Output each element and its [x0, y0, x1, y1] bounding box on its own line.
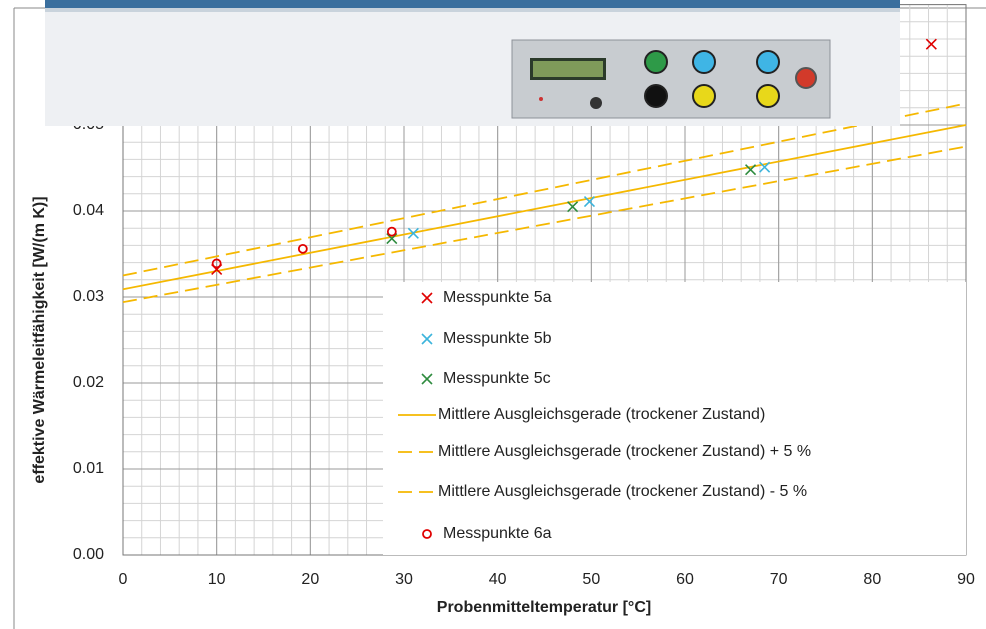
marker-circle [297, 243, 308, 254]
photo-edge [45, 8, 900, 12]
marker-x [759, 161, 771, 173]
x-tick-label: 50 [582, 571, 600, 588]
button [756, 50, 780, 74]
marker-circle [211, 258, 222, 269]
legend-box [383, 282, 966, 555]
x-axis-title: Probenmitteltemperatur [°C] [437, 599, 651, 616]
legend-label: Messpunkte 5c [443, 370, 551, 387]
button [756, 84, 780, 108]
y-tick-label: 0.04 [73, 202, 104, 219]
y-tick-label: 0.03 [73, 288, 104, 305]
x-tick-label: 60 [676, 571, 694, 588]
fit-line [122, 102, 967, 277]
legend-label: Mittlere Ausgleichsgerade (trockener Zus… [438, 406, 765, 423]
fit-line [122, 124, 967, 291]
y-tick-label: 0.01 [73, 460, 104, 477]
marker-circle [422, 529, 432, 539]
y-tick-label: 0.02 [73, 374, 104, 391]
legend-label: Messpunkte 6a [443, 525, 552, 542]
marker-x [567, 201, 579, 213]
x-tick-label: 0 [119, 571, 128, 588]
x-tick-label: 40 [489, 571, 507, 588]
knob [590, 97, 602, 109]
marker-x [583, 195, 596, 208]
button [692, 50, 716, 74]
fit-line [122, 145, 967, 304]
button [644, 84, 668, 108]
legend-label: Mittlere Ausgleichsgerade (trockener Zus… [438, 483, 807, 500]
x-tick-label: 90 [957, 571, 975, 588]
legend-label: Messpunkte 5b [443, 330, 552, 347]
marker-x [745, 164, 757, 176]
x-tick-label: 30 [395, 571, 413, 588]
marker-x [407, 227, 419, 239]
x-tick-label: 80 [863, 571, 881, 588]
legend-label: Mittlere Ausgleichsgerade (trockener Zus… [438, 443, 811, 460]
x-tick-label: 70 [770, 571, 788, 588]
emergency-button [795, 67, 817, 89]
marker-x [421, 292, 433, 304]
device-photo [45, 0, 900, 126]
y-tick-label: 0.00 [73, 546, 104, 563]
photo-edge [45, 0, 900, 8]
x-tick-label: 10 [208, 571, 226, 588]
display-screen [533, 61, 603, 77]
marker-x [421, 333, 433, 345]
marker-circle [386, 226, 397, 237]
legend: Messpunkte 5a Messpunkte 5b Messpunkte 5c M… [383, 282, 966, 555]
x-tick-label: 20 [301, 571, 319, 588]
button [644, 50, 668, 74]
marker-x [925, 38, 937, 50]
legend-label: Messpunkte 5a [443, 289, 552, 306]
button [692, 84, 716, 108]
marker-x [421, 373, 433, 385]
led [539, 97, 543, 101]
y-axis-title: effektive Wärmeleitfähigkeit [W/(m K)] [31, 196, 48, 483]
